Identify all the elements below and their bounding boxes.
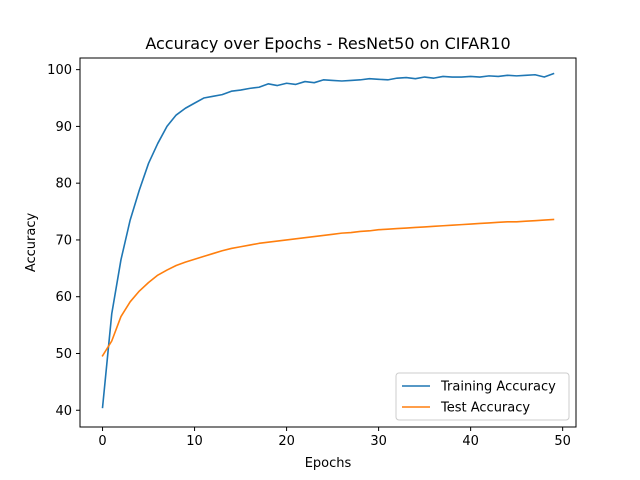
chart-title: Accuracy over Epochs - ResNet50 on CIFAR… — [145, 34, 510, 53]
y-tick-label: 60 — [55, 290, 72, 305]
y-tick-label: 80 — [55, 177, 72, 192]
legend-items: Training Accuracy Test Accuracy — [402, 380, 556, 416]
y-tick-label: 50 — [55, 347, 72, 362]
legend: Training Accuracy Test Accuracy — [395, 372, 570, 421]
x-tick-label: 30 — [370, 434, 387, 449]
x-tick-label: 40 — [462, 434, 479, 449]
y-axis-label: Accuracy — [24, 213, 39, 273]
legend-label-1: Test Accuracy — [440, 401, 530, 416]
y-axis: 40 50 60 70 80 90 100 — [47, 63, 80, 419]
series-line-0 — [101, 72, 555, 409]
series-line-1 — [101, 218, 555, 357]
plot-area — [101, 72, 555, 409]
plot-frame — [79, 57, 577, 428]
y-tick-label: 100 — [47, 63, 72, 78]
x-tick-label: 20 — [278, 434, 295, 449]
x-axis-label: Epochs — [305, 456, 352, 471]
y-tick-label: 90 — [55, 120, 72, 135]
x-tick-label: 50 — [554, 434, 571, 449]
x-axis: 0 10 20 30 40 50 — [98, 427, 571, 449]
legend-label-0: Training Accuracy — [440, 380, 556, 395]
legend-box — [395, 372, 570, 421]
y-tick-label: 70 — [55, 233, 72, 248]
x-tick-label: 10 — [186, 434, 203, 449]
x-tick-label: 0 — [98, 434, 106, 449]
y-tick-label: 40 — [55, 404, 72, 419]
